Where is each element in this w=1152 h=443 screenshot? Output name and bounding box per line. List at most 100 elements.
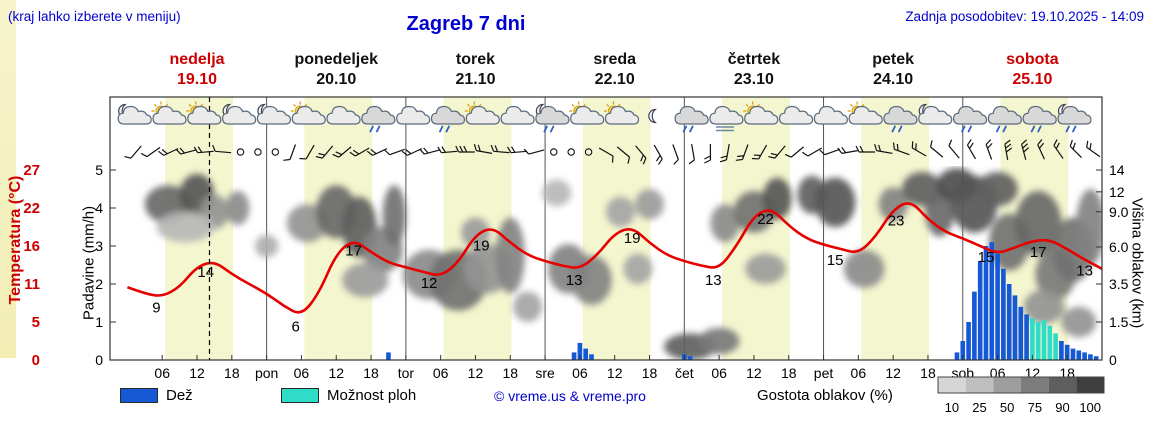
precip-tick-label: 2 (95, 276, 103, 292)
calm-wind-icon (567, 148, 575, 156)
moon-cloud-icon (117, 103, 152, 125)
calm-wind-icon (550, 148, 558, 156)
temperature-value-label: 13 (566, 272, 583, 289)
cloud-fog-icon (709, 105, 744, 132)
menu-hint: (kraj lahko izberete v meniju) (8, 9, 181, 24)
sun-cloud-icon (290, 101, 326, 125)
temperature-value-label: 19 (473, 238, 490, 255)
temperature-value-label: 12 (421, 275, 438, 292)
temperature-value-label: 6 (291, 319, 299, 336)
wind-barb-icon (719, 144, 730, 163)
cloud-scale-label: 90 (1055, 400, 1069, 415)
wind-barb-icon (751, 144, 768, 160)
temp-tick-label: 22 (23, 200, 40, 217)
rain-bar (1082, 352, 1087, 360)
rain-bar (983, 246, 989, 360)
wind-barb-icon (384, 148, 405, 156)
temperature-colorbar (0, 0, 16, 358)
wind-barb-icon (212, 144, 232, 154)
rain-legend-swatch (120, 388, 158, 403)
cloud-height-tick-label: 0 (1109, 352, 1117, 368)
shower-bar (1047, 325, 1053, 360)
wind-barb-icon (892, 142, 910, 156)
wind-barb-icon (349, 147, 370, 157)
shower-bar (1035, 322, 1041, 360)
calm-wind-icon (254, 148, 262, 156)
rain-bar (966, 322, 971, 360)
cloud-height-tick-label: 6.0 (1109, 239, 1129, 255)
temperature-value-label: 17 (345, 243, 362, 260)
day-date-label: 19.10 (177, 71, 217, 88)
wind-barb-icon (819, 148, 840, 156)
temperature-value-label: 23 (888, 212, 905, 229)
temperature-value-label: 15 (978, 249, 995, 266)
cloud-height-tick-label: 14 (1109, 162, 1125, 178)
rain-bar (954, 352, 960, 360)
rain-bar (995, 253, 1000, 360)
day-name-label: petek (872, 51, 914, 68)
x-tick-label: 18 (502, 365, 518, 381)
wind-barb-icon (855, 145, 876, 153)
day-name-label: sobota (1006, 51, 1059, 68)
wind-barb-icon (635, 145, 647, 165)
cloud-icon (813, 105, 848, 125)
moon-cloud-icon (256, 103, 292, 125)
cloud-height-tick-label: 1.5 (1109, 314, 1129, 330)
cloud-rain-icon (674, 105, 709, 133)
rain-bar (1070, 348, 1076, 360)
cloud-height-tick-label: 3.5 (1109, 276, 1129, 292)
copyright-link[interactable]: © vreme.us & vreme.pro (494, 388, 646, 404)
x-tick-label: tor (398, 365, 415, 381)
temperature-value-label: 9 (152, 300, 160, 317)
rain-bar (571, 352, 577, 360)
day-name-label: sreda (593, 51, 636, 68)
sun-cloud-icon (569, 101, 605, 125)
cloud-icon (326, 105, 361, 125)
day-name-label: četrtek (728, 51, 781, 68)
wind-barb-icon (801, 147, 823, 157)
last-update-label: Zadnja posodobitev: 19.10.2025 - 14:09 (905, 9, 1144, 24)
wind-barb-icon (966, 139, 976, 160)
cloud-rain-icon (883, 105, 918, 133)
wind-barb-icon (985, 139, 993, 160)
precip-tick-label: 4 (95, 200, 103, 216)
wind-barb-icon (506, 146, 528, 154)
wind-barb-icon (837, 146, 858, 154)
wind-barb-icon (124, 145, 142, 159)
sun-cloud-icon (847, 101, 883, 125)
rain-bar (577, 342, 583, 360)
moon-icon (648, 108, 657, 124)
wind-barb-icon (1053, 139, 1064, 159)
wind-barb-icon (1069, 139, 1082, 159)
x-tick-label: 12 (746, 365, 762, 381)
wind-barb-icon (473, 144, 493, 154)
x-tick-label: čet (675, 365, 694, 381)
x-tick-label: 06 (572, 365, 588, 381)
cloud-scale-label: 10 (945, 400, 959, 415)
rain-bar (989, 242, 995, 360)
temperature-value-label: 17 (1030, 244, 1047, 261)
wind-barb-icon (193, 146, 214, 154)
wind-barb-icon (688, 144, 695, 165)
shower-bar (1030, 318, 1035, 360)
x-tick-label: 18 (363, 365, 379, 381)
temperature-value-label: 14 (197, 264, 214, 281)
wind-barb-icon (523, 148, 545, 155)
day-date-label: 24.10 (873, 71, 913, 88)
x-tick-label: 06 (154, 365, 170, 381)
rain-bar (687, 356, 693, 360)
temperature-value-label: 13 (705, 272, 722, 289)
calm-wind-icon (236, 148, 245, 156)
temperature-value-label: 19 (624, 230, 641, 247)
cloud-scale-label: 75 (1028, 400, 1042, 415)
cloud-density-swatch (1048, 377, 1077, 393)
rain-bar (1018, 306, 1024, 360)
day-name-label: nedelja (169, 51, 224, 68)
wind-barb-icon (158, 148, 179, 156)
wind-barb-icon (1021, 139, 1030, 160)
wind-barb-icon (366, 148, 388, 156)
wind-barb-icon (401, 148, 423, 156)
precipitation-axis-label: Padavine (mm/h) (80, 205, 98, 321)
sun-cloud-icon (464, 101, 500, 125)
x-tick-label: 18 (920, 365, 936, 381)
